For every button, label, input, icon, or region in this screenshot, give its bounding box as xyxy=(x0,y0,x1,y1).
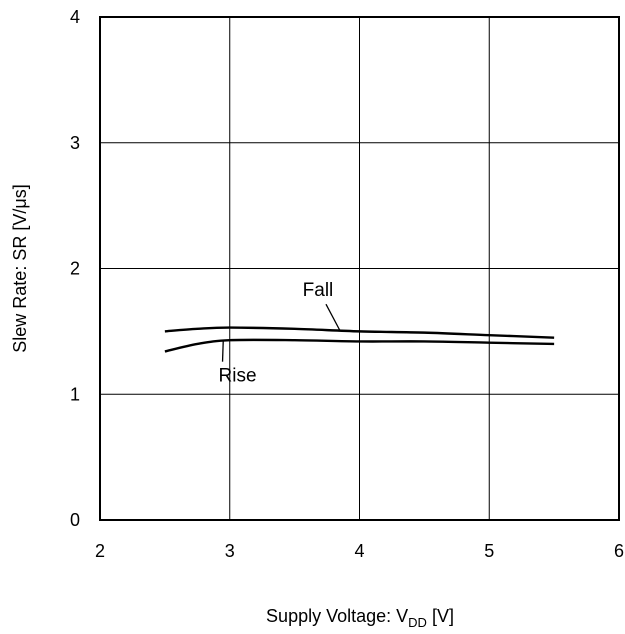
x-axis-title: Supply Voltage: VDD [V] xyxy=(266,606,454,630)
annotation-leader-rise xyxy=(221,340,224,362)
x-axis-title-subscript: DD xyxy=(408,615,427,630)
y-tick-label: 1 xyxy=(70,384,80,404)
series-annotations: Fall Rise xyxy=(219,280,341,387)
y-tick-label: 4 xyxy=(70,7,80,27)
x-tick-label: 2 xyxy=(95,541,105,561)
x-axis-ticks: 2 3 4 5 6 xyxy=(95,541,624,561)
annotation-rise: Rise xyxy=(219,366,257,387)
series-lines xyxy=(164,326,555,353)
y-tick-label: 2 xyxy=(70,259,80,279)
x-tick-label: 5 xyxy=(484,541,494,561)
series-line-rise xyxy=(164,338,555,353)
x-tick-label: 4 xyxy=(354,541,364,561)
x-tick-label: 3 xyxy=(225,541,235,561)
annotation-fall: Fall xyxy=(303,280,334,301)
y-tick-label: 0 xyxy=(70,510,80,530)
series-line-fall xyxy=(164,326,555,339)
x-axis-title-main: Supply Voltage: V xyxy=(266,606,408,626)
x-axis-title-unit: [V] xyxy=(427,606,454,626)
annotation-leader-fall xyxy=(325,303,341,332)
y-tick-label: 3 xyxy=(70,133,80,153)
y-axis-title: Slew Rate: SR [V/μs] xyxy=(10,184,30,352)
y-axis-ticks: 0 1 2 3 4 xyxy=(70,7,80,530)
grid-lines xyxy=(100,17,619,520)
plot-frame xyxy=(99,16,620,521)
x-tick-label: 6 xyxy=(614,541,624,561)
